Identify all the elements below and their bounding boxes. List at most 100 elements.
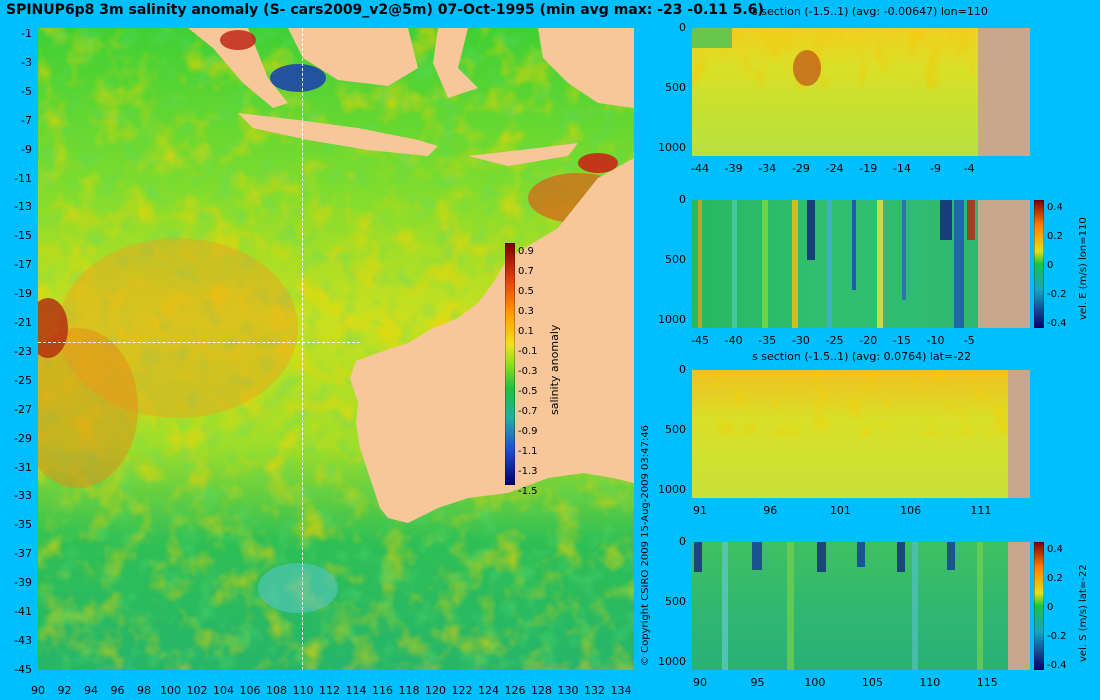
map-lat-tick: -13 [14,200,32,214]
salinity-colorbar [505,243,515,485]
panel-colorbar-tick: 0.4 [1047,202,1063,213]
panel-x-tick: 115 [976,676,998,689]
map-lon-tick: 128 [531,684,552,697]
map-lat-tick: -7 [21,113,32,127]
colorbar-tick: 0.1 [518,326,534,337]
crosshair-horizontal [38,342,360,343]
panel-x-tick: 105 [861,676,883,689]
panel-depth-tick: 500 [665,595,686,608]
sumatra-land [188,28,288,108]
panel-x-tick: -15 [892,334,911,347]
map-lon-tick: 96 [110,684,125,697]
panel-colorbar-tick: -0.2 [1047,289,1067,300]
map-lat-tick: -11 [14,171,32,185]
panel-colorbar-tick: -0.2 [1047,631,1067,642]
map-lat-tick: -17 [14,258,32,272]
panel-colorbar-tick: 0 [1047,260,1054,271]
panel4-colorbar [1034,542,1044,670]
newguinea-land [538,28,634,108]
map-lon-tick: 94 [84,684,98,697]
panel-x-tick: 101 [829,504,851,517]
panel-x-tick: -35 [758,334,777,347]
panel-x-tick: -44 [691,162,709,175]
map-lat-tick: -25 [14,373,32,387]
panel-depth-tick: 1000 [658,141,686,154]
panel-x-tick: -40 [724,334,743,347]
colorbar-tick: -0.7 [518,406,538,417]
map-lon-tick: 134 [610,684,632,697]
map-lon-tick: 112 [319,684,340,697]
panel-x-tick: -25 [825,334,844,347]
panel-depth-tick: 1000 [658,655,686,668]
colorbar-tick: -1.1 [518,446,538,457]
map-lon-tick: 116 [372,684,393,697]
map-lat-tick: -9 [21,142,32,156]
map-lat-tick: -35 [14,518,32,532]
panel-side-label: vel. S (m/s) lat=-22 [1078,564,1089,662]
panel-depth-tick: 500 [665,423,686,436]
map-lat-tick: -39 [14,576,32,590]
panel-x-tick: -14 [892,162,911,175]
java-land [238,113,438,156]
panel-colorbar-tick: 0 [1047,602,1054,613]
map-lat-tick: -5 [21,84,32,98]
panel-depth-tick: 0 [679,193,686,206]
panel-colorbar-tick: -0.4 [1047,318,1067,329]
map-lat-tick: -41 [14,605,32,618]
map-lon-tick: 108 [266,684,287,697]
map-lon-tick: 120 [425,684,446,697]
map-lon-tick: 118 [398,684,420,697]
panel-x-tick: -5 [963,334,975,347]
panel-x-tick: -39 [724,162,743,175]
panel-x-tick: 95 [750,676,765,689]
map-lat-tick: -1 [21,27,32,40]
map-lon-tick: 124 [478,684,499,697]
map-lat-tick: -23 [14,344,32,358]
panel-colorbar-tick: 0.2 [1047,231,1063,242]
colorbar-tick: -0.3 [518,366,538,377]
panel-side-label: vel. E (m/s) lon=110 [1078,217,1089,320]
panel-x-tick: 91 [693,504,707,517]
panel-colorbar-tick: 0.4 [1047,544,1063,555]
panel-x-tick: -45 [691,334,709,347]
panel-x-tick: 106 [900,504,922,517]
figure-title: SPINUP6p8 3m salinity anomaly (S- cars20… [6,2,764,18]
panel-colorbar-tick: -0.4 [1047,660,1067,671]
colorbar-tick: -0.5 [518,386,538,397]
panel-depth-tick: 500 [665,81,686,94]
panel-x-tick: -20 [859,334,878,347]
panel-x-tick: 100 [804,676,826,689]
panel2-colorbar [1034,200,1044,328]
panel1-title: s section (-1.5..1) (avg: -0.00647) lon=… [752,5,988,18]
panel-x-tick: -9 [930,162,941,175]
map-lat-tick: -15 [14,229,32,243]
map-lon-tick: 122 [451,684,473,697]
panel-depth-tick: 1000 [658,313,686,326]
map-lon-tick: 106 [239,684,261,697]
map-lon-tick: 90 [31,684,45,697]
colorbar-tick: -1.5 [518,486,538,497]
map-lat-tick: -21 [14,316,32,329]
panel-depth-tick: 500 [665,253,686,266]
map-lon-tick: 130 [557,684,579,697]
timor-land [468,143,578,166]
copyright-text: © Copyright CSIRO 2009 15-Aug-2009 03:47… [640,425,651,666]
panel-x-tick: 90 [693,676,707,689]
colorbar-label: salinity anomaly [548,324,561,415]
map-lat-tick: -45 [14,662,32,676]
map-lat-tick: -37 [14,547,32,561]
map-lon-tick: 102 [186,684,208,697]
panel3-title: s section (-1.5..1) (avg: 0.0764) lat=-2… [752,350,972,363]
colorbar-tick: -0.9 [518,426,538,437]
panel-x-tick: -19 [859,162,878,175]
map-lat-tick: -33 [14,489,32,503]
australia-land [350,158,634,523]
panel-x-tick: -34 [758,162,777,175]
panel3-salinity-section [692,370,1030,498]
salinity-map [38,28,634,670]
map-lon-tick: 110 [292,684,314,697]
panel-x-tick: -10 [926,334,945,347]
map-lon-tick: 114 [345,684,367,697]
colorbar-tick: -0.1 [518,346,538,357]
colorbar-tick: 0.9 [518,246,534,257]
